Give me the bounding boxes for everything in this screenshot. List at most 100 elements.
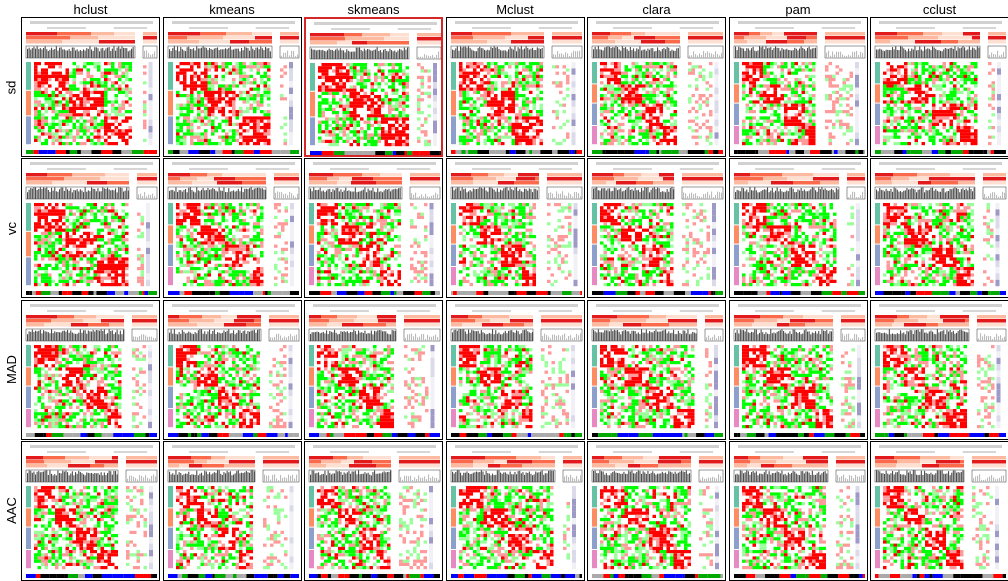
heatmap-panel-AAC-hclust[interactable] (21, 441, 160, 581)
main-heatmap (883, 62, 1001, 145)
annotation-strip (451, 291, 582, 295)
main-heatmap (176, 345, 293, 428)
silhouette-bars (168, 46, 299, 58)
heatmap-panel-MAD-clara[interactable] (587, 300, 726, 440)
panel-plot (447, 442, 585, 581)
heatmap-panel-AAC-cclust[interactable] (870, 441, 1008, 581)
silhouette-bars (26, 329, 157, 341)
annotation-strip (875, 433, 1006, 437)
annotation-strip (26, 150, 157, 154)
row-header-label: AAC (4, 498, 19, 525)
silhouette-bars (734, 187, 865, 199)
heatmap-panel-AAC-skmeans[interactable] (304, 441, 443, 581)
panel-caption (879, 162, 1002, 170)
class-bars (26, 315, 157, 327)
heatmap-panel-vc-Mclust[interactable] (446, 158, 585, 298)
row-header-vc: vc (0, 158, 22, 298)
heatmap-panel-vc-hclust[interactable] (21, 158, 160, 298)
row-header-label: MAD (4, 355, 19, 384)
panel-plot (588, 442, 726, 581)
main-heatmap (742, 486, 860, 569)
heatmap-panel-AAC-pam[interactable] (729, 441, 868, 581)
class-bars (451, 315, 582, 327)
class-bars (875, 315, 1006, 327)
main-heatmap (176, 62, 293, 145)
panel-plot (730, 301, 868, 440)
class-bars (168, 32, 299, 44)
panel-caption (455, 21, 578, 29)
panel-plot (164, 159, 302, 298)
heatmap-panel-sd-clara[interactable] (587, 17, 726, 157)
class-bars (734, 173, 865, 185)
class-bars (734, 32, 865, 44)
silhouette-bars (451, 470, 582, 482)
heatmap-panel-MAD-hclust[interactable] (21, 300, 160, 440)
row-groups (875, 203, 880, 285)
silhouette-bars (592, 470, 723, 482)
panel-caption (30, 21, 153, 29)
heatmap-panel-sd-Mclust[interactable] (446, 17, 585, 157)
row-header-AAC: AAC (0, 441, 22, 581)
row-groups (451, 62, 456, 144)
panel-plot (871, 159, 1008, 298)
silhouette-bars (309, 329, 440, 341)
class-bars (26, 32, 157, 44)
class-bars (451, 173, 582, 185)
class-bars (168, 456, 299, 468)
class-bars (168, 315, 299, 327)
row-groups (734, 345, 739, 427)
heatmap-panel-vc-pam[interactable] (729, 158, 868, 298)
heatmap-panel-sd-skmeans[interactable] (304, 17, 443, 157)
silhouette-bars (451, 329, 582, 341)
heatmap-panel-sd-cclust[interactable] (870, 17, 1008, 157)
class-bars (26, 456, 157, 468)
panel-plot (305, 301, 443, 440)
silhouette-bars (309, 187, 440, 199)
annotation-strip (592, 150, 723, 154)
panel-caption (30, 304, 153, 312)
class-bars (875, 32, 1006, 44)
class-bars (451, 32, 582, 44)
heatmap-panel-AAC-clara[interactable] (587, 441, 726, 581)
heatmap-panel-MAD-Mclust[interactable] (446, 300, 585, 440)
class-bars (734, 456, 865, 468)
row-groups (26, 486, 31, 568)
heatmap-panel-MAD-kmeans[interactable] (163, 300, 302, 440)
panel-caption (596, 21, 719, 29)
panel-plot (871, 18, 1008, 157)
heatmap-panel-sd-pam[interactable] (729, 17, 868, 157)
heatmap-panel-vc-clara[interactable] (587, 158, 726, 298)
heatmap-panel-MAD-skmeans[interactable] (304, 300, 443, 440)
heatmap-panel-sd-hclust[interactable] (21, 17, 160, 157)
silhouette-bars (734, 46, 865, 58)
panel-caption (596, 304, 719, 312)
class-bars (734, 315, 865, 327)
main-heatmap (742, 203, 860, 286)
row-groups (451, 486, 456, 568)
class-bars (592, 32, 723, 44)
main-heatmap (459, 62, 576, 145)
class-bars (592, 456, 723, 468)
silhouette-bars (168, 470, 299, 482)
heatmap-panel-vc-cclust[interactable] (870, 158, 1008, 298)
heatmap-panel-vc-skmeans[interactable] (304, 158, 443, 298)
class-bars (310, 33, 441, 45)
annotation-strip (875, 291, 1006, 295)
heatmap-panel-sd-kmeans[interactable] (163, 17, 302, 157)
heatmap-panel-AAC-Mclust[interactable] (446, 441, 585, 581)
heatmap-panel-AAC-kmeans[interactable] (163, 441, 302, 581)
row-groups (26, 62, 31, 144)
silhouette-bars (592, 187, 723, 199)
heatmap-panel-MAD-cclust[interactable] (870, 300, 1008, 440)
panel-plot (22, 442, 160, 581)
panel-caption (314, 22, 437, 30)
annotation-strip (168, 150, 299, 154)
silhouette-bars (875, 187, 1006, 199)
heatmap-panel-vc-kmeans[interactable] (163, 158, 302, 298)
panel-caption (738, 445, 861, 453)
row-groups (168, 203, 173, 285)
panel-caption (879, 21, 1002, 29)
main-heatmap (883, 345, 1001, 428)
heatmap-panel-MAD-pam[interactable] (729, 300, 868, 440)
